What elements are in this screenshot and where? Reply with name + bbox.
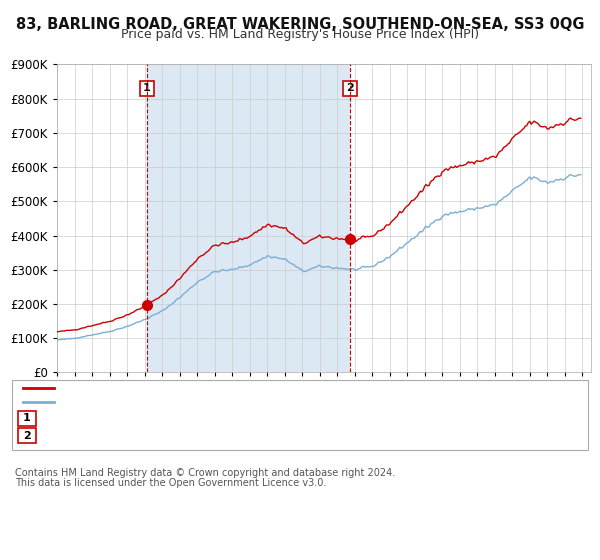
Text: 25-FEB-2000: 25-FEB-2000 — [48, 413, 119, 423]
Text: 2: 2 — [346, 83, 354, 94]
Text: 23-SEP-2011: 23-SEP-2011 — [48, 431, 119, 441]
Text: 83, BARLING ROAD, GREAT WAKERING, SOUTHEND-ON-SEA, SS3 0QG: 83, BARLING ROAD, GREAT WAKERING, SOUTHE… — [16, 17, 584, 32]
Text: 83, BARLING ROAD, GREAT WAKERING, SOUTHEND-ON-SEA, SS3 0QG (detached house): 83, BARLING ROAD, GREAT WAKERING, SOUTHE… — [60, 382, 549, 393]
Text: Contains HM Land Registry data © Crown copyright and database right 2024.: Contains HM Land Registry data © Crown c… — [15, 468, 395, 478]
Text: 1: 1 — [143, 83, 151, 94]
Text: £389,000: £389,000 — [156, 431, 209, 441]
Bar — [147, 64, 350, 372]
Text: 2: 2 — [23, 431, 31, 441]
Text: This data is licensed under the Open Government Licence v3.0.: This data is licensed under the Open Gov… — [15, 478, 326, 488]
Text: 24% ↑ HPI: 24% ↑ HPI — [258, 431, 317, 441]
Text: Price paid vs. HM Land Registry's House Price Index (HPI): Price paid vs. HM Land Registry's House … — [121, 28, 479, 41]
Text: 37% ↑ HPI: 37% ↑ HPI — [258, 413, 317, 423]
Text: 1: 1 — [23, 413, 31, 423]
Text: HPI: Average price, detached house, Rochford: HPI: Average price, detached house, Roch… — [60, 397, 316, 407]
Text: £197,000: £197,000 — [156, 413, 209, 423]
